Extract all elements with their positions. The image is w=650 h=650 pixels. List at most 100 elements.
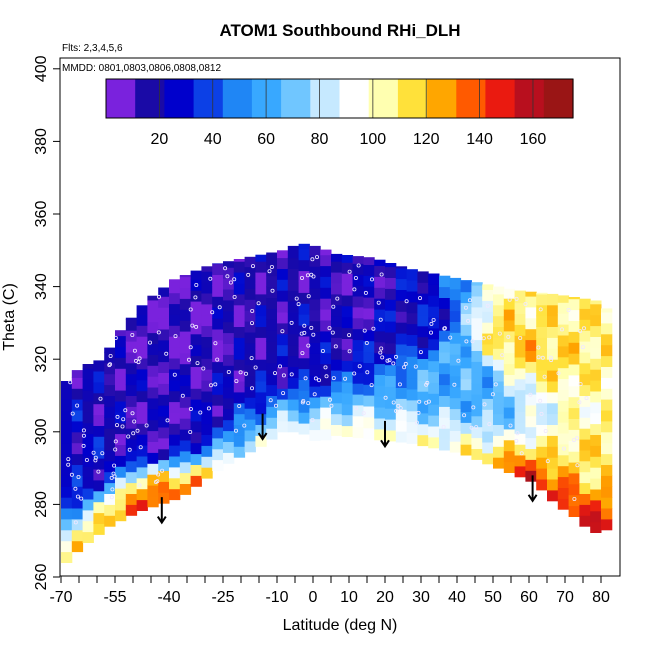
obs-point [301,398,306,403]
rhi-cell [417,325,429,338]
colorbar-swatch [514,79,545,118]
obs-point [273,403,278,408]
rhi-cell [341,294,354,307]
rhi-cell [460,400,472,412]
rhi-cell [547,304,559,317]
rhi-cell [428,328,440,340]
rhi-cell [449,321,462,333]
obs-point [487,335,492,340]
obs-point [84,457,89,462]
obs-point [482,402,487,407]
rhi-cell [493,293,505,306]
rhi-cell [136,412,148,424]
rhi-cell [460,335,472,347]
rhi-cell [547,381,559,393]
rhi-cell [439,406,451,418]
rhi-cell [374,374,386,386]
rhi-cell [298,270,310,282]
obs-point [66,457,71,462]
rhi-cell [233,326,246,338]
rhi-cell [503,396,516,408]
rhi-cell [536,391,548,404]
rhi-cell [179,396,192,408]
rhi-cell [385,310,397,322]
obs-point [306,294,311,299]
obs-point [577,400,582,405]
rhi-cell [557,356,570,369]
rhi-cell [363,395,375,407]
rhi-cell [482,409,494,421]
obs-point [272,371,277,376]
obs-point [194,324,199,329]
rhi-cell [557,313,570,325]
rhi-cell [233,304,246,317]
obs-point [249,356,254,361]
observation-points [66,255,589,525]
obs-point [441,424,446,429]
rhi-cell [223,343,235,355]
rhi-cell [255,261,267,273]
rhi-cell [568,418,580,430]
rhi-cell [147,343,159,355]
obs-point [302,330,307,335]
rhi-cell [439,428,451,440]
rhi-cell [201,358,213,370]
rhi-cell [503,450,516,463]
rhi-cell [395,409,408,421]
rhi-cell [71,410,84,422]
obs-point [144,423,149,428]
rhi-cell [493,391,505,404]
obs-point [416,410,421,415]
rhi-cell [104,362,116,375]
obs-point [329,403,334,408]
rhi-cell [439,417,451,429]
rhi-cell [428,284,440,296]
rhi-cell [341,273,354,285]
rhi-cell [61,551,73,563]
rhi-cell [223,365,235,377]
rhi-cell [125,460,138,473]
rhi-cell [374,287,386,299]
rhi-cell [395,267,408,280]
rhi-cell [460,433,472,445]
obs-point [327,326,332,331]
obs-point [277,364,282,369]
rhi-cell [212,437,224,450]
rhi-cell [601,442,613,455]
x-tick-label: 80 [592,589,610,606]
rhi-cell [417,391,429,403]
rhi-cell [233,272,246,284]
rhi-cell [179,461,192,474]
obs-point [414,420,419,425]
rhi-cell [93,371,105,383]
rhi-cell [212,372,224,384]
rhi-cell [557,367,570,380]
rhi-cell [601,486,613,498]
rhi-cell [298,423,310,435]
rhi-cell [147,295,159,301]
obs-point [66,462,71,467]
rhi-cell [287,420,300,433]
rhi-cell [244,342,256,355]
rhi-cell [147,495,159,508]
obs-point [369,277,374,282]
rhi-cell [590,380,602,392]
rhi-cell [482,289,494,301]
rhi-cell [169,423,181,435]
rhi-cell [223,387,235,399]
rhi-cell [61,431,73,444]
rhi-cell [590,467,602,479]
rhi-cell [363,318,375,331]
obs-point [188,429,193,434]
rhi-cell [298,259,310,272]
rhi-cell [104,504,116,516]
rhi-cell [514,346,526,358]
rhi-cell [233,435,246,447]
rhi-cell [395,387,408,399]
obs-point [193,295,198,300]
obs-point [413,364,418,369]
rhi-cell [395,376,408,388]
rhi-cell [363,362,375,374]
rhi-cell [223,419,235,432]
